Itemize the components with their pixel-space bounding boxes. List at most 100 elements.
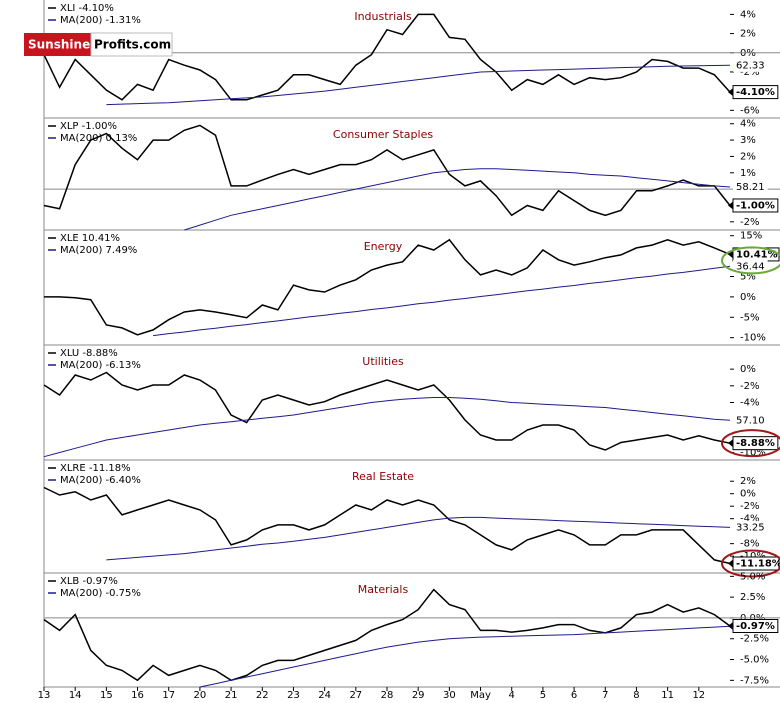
panel-title: Real Estate <box>352 470 414 483</box>
end-label-pointer <box>728 88 733 97</box>
end-label-pointer <box>728 559 733 568</box>
y-tick-label: 2.5% <box>740 592 765 603</box>
logo-right-text: Profits.com <box>94 38 171 52</box>
highlight-ellipse <box>721 246 780 275</box>
end-label: 58.21 <box>733 180 768 194</box>
x-tick-label: 29 <box>412 690 425 701</box>
y-tick-label: -4% <box>740 398 759 409</box>
x-tick-label: 11 <box>661 690 674 701</box>
y-tick-label: 2% <box>740 29 756 40</box>
series-line <box>184 168 731 231</box>
end-label-text: 36.44 <box>736 261 765 272</box>
end-label: 57.10 <box>733 413 768 427</box>
end-label: 33.25 <box>733 520 768 534</box>
end-label-box <box>733 180 768 194</box>
y-tick-label: -4% <box>740 514 759 525</box>
y-tick-label: 0% <box>740 364 756 375</box>
x-tick-label: 21 <box>225 690 238 701</box>
end-label-text: 62.33 <box>736 60 765 71</box>
end-label: -4.10% <box>728 85 779 100</box>
end-label-box <box>733 413 768 427</box>
series-line <box>43 371 731 451</box>
y-tick-label: 5.0% <box>740 571 765 582</box>
series-line <box>153 265 731 337</box>
legend-label: MA(200) -0.75% <box>60 588 141 599</box>
y-tick-label: -2% <box>740 381 759 392</box>
legend-label: MA(200) -1.31% <box>60 15 141 26</box>
y-tick-label: 15% <box>740 231 762 242</box>
y-tick-label: -7.5% <box>740 675 769 686</box>
series-line <box>43 486 731 565</box>
legend-label: XLI -4.10% <box>60 3 114 14</box>
end-label-text: -0.97% <box>736 621 775 632</box>
series-line <box>43 588 731 682</box>
y-tick-label: 2% <box>740 151 756 162</box>
panel-title: Materials <box>358 583 409 596</box>
series-line <box>43 13 731 101</box>
end-label-text: 10.41% <box>736 249 778 260</box>
y-tick-label: -10% <box>740 333 766 344</box>
x-tick-label: 12 <box>692 690 705 701</box>
watermark-logo: Sunshine Profits.com <box>24 32 173 57</box>
logo-left-text: Sunshine <box>28 38 90 52</box>
x-tick-label: May <box>470 690 491 701</box>
panel-title: Energy <box>364 240 403 253</box>
legend-label: MA(200) -6.13% <box>60 360 141 371</box>
y-tick-label: -2.5% <box>740 634 769 645</box>
legend-label: XLB -0.97% <box>60 576 118 587</box>
end-label-box <box>733 58 768 72</box>
series-line <box>106 64 731 106</box>
y-tick-label: 3% <box>740 135 756 146</box>
end-label-pointer <box>728 201 733 210</box>
series-line <box>199 625 731 688</box>
y-tick-label: 5% <box>740 271 756 282</box>
end-label: -0.97% <box>728 619 779 634</box>
end-label: 62.33 <box>733 58 768 72</box>
panel-title: Consumer Staples <box>333 128 433 141</box>
legend-label: XLE 10.41% <box>60 233 120 244</box>
end-label: 36.44 <box>733 259 768 273</box>
end-label: -1.00% <box>728 198 779 213</box>
legend-label: MA(200) 7.49% <box>60 245 137 256</box>
y-tick-label: -2% <box>740 67 759 78</box>
legend-label: MA(200) 0.13% <box>60 133 137 144</box>
x-tick-label: 16 <box>131 690 144 701</box>
x-tick-label: 6 <box>571 690 577 701</box>
y-tick-label: 2% <box>740 476 756 487</box>
x-tick-label: 30 <box>443 690 456 701</box>
y-tick-label: -6% <box>740 105 759 116</box>
end-label-text: 58.21 <box>736 182 765 193</box>
y-tick-label: 1% <box>740 168 756 179</box>
y-tick-label: -8% <box>740 539 759 550</box>
series-line <box>44 238 731 336</box>
end-label-box <box>733 259 768 273</box>
series-line <box>43 397 731 458</box>
highlight-ellipse <box>721 549 780 578</box>
end-label-pointer <box>728 250 733 259</box>
x-tick-label: 20 <box>194 690 207 701</box>
x-tick-label: 22 <box>256 690 269 701</box>
end-label-text: 33.25 <box>736 522 765 533</box>
end-label-box <box>733 520 768 534</box>
x-tick-label: 24 <box>318 690 331 701</box>
x-tick-label: 7 <box>602 690 608 701</box>
x-tick-label: 28 <box>381 690 394 701</box>
legend-label: XLRE -11.18% <box>60 463 131 474</box>
y-tick-label: 0% <box>740 489 756 500</box>
end-label-text: -8.88% <box>736 438 775 449</box>
end-label: -8.88% <box>728 436 779 451</box>
y-tick-label: -10% <box>740 448 766 459</box>
y-tick-label: 4% <box>740 119 756 130</box>
x-tick-label: 15 <box>100 690 113 701</box>
end-label-pointer <box>728 622 733 631</box>
y-tick-label: 4% <box>740 9 756 20</box>
panel-title: Utilities <box>362 355 404 368</box>
y-tick-label: 0% <box>740 292 756 303</box>
legend-label: XLU -8.88% <box>60 348 118 359</box>
end-label-pointer <box>728 439 733 448</box>
y-tick-label: -5.0% <box>740 655 769 666</box>
y-tick-label: -2% <box>740 217 759 228</box>
